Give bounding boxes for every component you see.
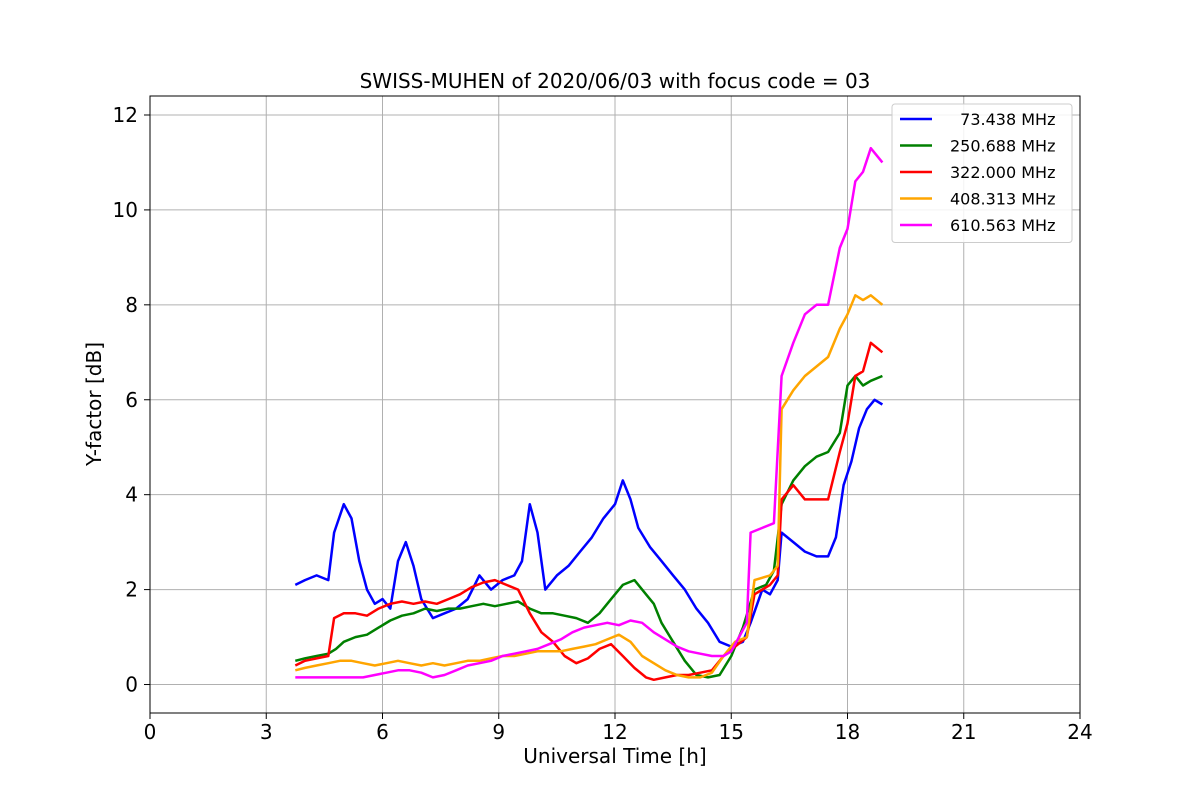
legend-label-0: 73.438 MHz (950, 110, 1055, 129)
legend-box (891, 103, 1073, 243)
x-tick-label: 6 (376, 720, 389, 744)
legend-label-4: 610.563 MHz (950, 216, 1055, 235)
x-tick-label: 18 (835, 720, 860, 744)
y-tick-label: 4 (125, 483, 138, 507)
y-tick-label: 6 (125, 388, 138, 412)
x-tick-label: 3 (260, 720, 273, 744)
x-tick-label: 24 (1067, 720, 1092, 744)
legend-label-3: 408.313 MHz (950, 190, 1055, 209)
y-tick-label: 8 (125, 293, 138, 317)
series-line-2 (294, 341, 884, 682)
x-tick-label: 12 (602, 720, 627, 744)
legend-label-2: 322.000 MHz (950, 163, 1055, 182)
x-tick-label: 15 (719, 720, 744, 744)
y-tick-label: 2 (125, 578, 138, 602)
series-line-1 (294, 374, 883, 679)
y-tick-label: 10 (113, 198, 138, 222)
series-line-4 (295, 146, 884, 679)
x-tick-label: 0 (144, 720, 157, 744)
series-line-0 (294, 398, 884, 648)
x-axis-label: Universal Time [h] (523, 744, 706, 768)
series-line-3 (294, 294, 884, 679)
y-tick-label: 0 (125, 673, 138, 697)
series-lines (294, 146, 884, 682)
chart-title: SWISS-MUHEN of 2020/06/03 with focus cod… (360, 69, 871, 93)
y-tick-label: 12 (113, 103, 138, 127)
legend: 73.438 MHz 250.688 MHz 322.000 MHz 408.313 … (891, 103, 1073, 243)
x-tick-label: 9 (492, 720, 505, 744)
y-axis-label: Y-factor [dB] (82, 342, 106, 467)
x-tick-label: 21 (951, 720, 976, 744)
legend-label-1: 250.688 MHz (950, 137, 1055, 156)
